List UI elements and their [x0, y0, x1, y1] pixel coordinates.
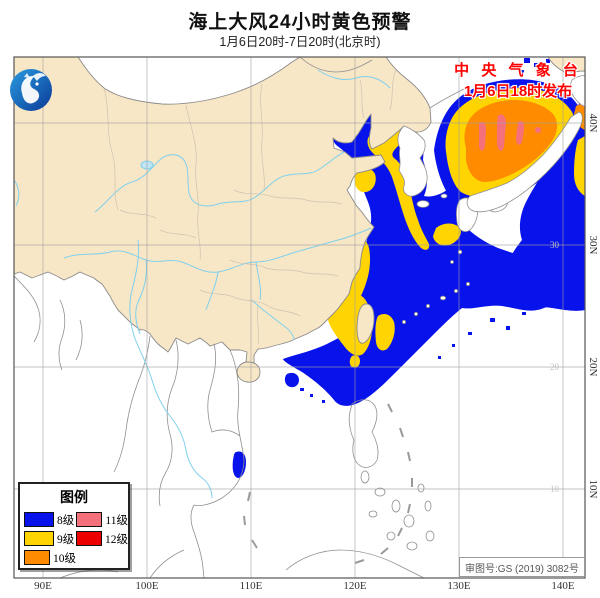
lon-label-90e: 90E	[34, 580, 52, 592]
legend-title: 图例	[60, 491, 88, 506]
legend-swatch-12	[76, 531, 102, 546]
lon-label-130e: 130E	[447, 580, 471, 592]
lat-label-10n: 10N	[587, 479, 599, 499]
korea-peninsula	[397, 125, 428, 197]
svg-text:20: 20	[550, 362, 560, 372]
legend-swatch-11	[76, 512, 103, 527]
province-boundaries	[103, 69, 397, 345]
svg-text:10: 10	[550, 484, 560, 494]
legend-label-9: 9级	[57, 533, 75, 546]
legend-swatch-9	[24, 531, 54, 546]
legend-swatch-10	[24, 550, 50, 565]
legend: 图例 8级 9级 10级 11级 12级	[18, 482, 130, 570]
legend-item-8: 8级	[24, 510, 76, 529]
map-license-number: 审图号:GS (2019) 3082号	[459, 557, 585, 577]
legend-item-12: 12级	[76, 529, 128, 548]
japan-honshu	[466, 111, 583, 213]
svg-text:30: 30	[550, 240, 560, 250]
nine-dash-line	[243, 403, 413, 564]
page-subtitle: 1月6日20时-7日20时(北京时)	[219, 35, 381, 49]
legend-item-9: 9级	[24, 529, 76, 548]
legend-rows: 8级 9级 10级 11级 12级	[24, 510, 128, 567]
lon-label-120e: 120E	[343, 580, 367, 592]
wind-area-level11-pink	[479, 114, 541, 151]
page-title: 海上大风24小时黄色预警	[188, 12, 412, 33]
cma-dragon-logo	[10, 69, 52, 111]
map-frame	[13, 56, 586, 579]
legend-swatch-8	[24, 512, 54, 527]
foreign-coastlines	[14, 57, 467, 578]
lon-label-110e: 110E	[239, 580, 263, 592]
agency-issue-time: 1月6日18时发布	[463, 83, 573, 100]
lon-label-140e: 140E	[551, 580, 575, 592]
japan-hokkaido	[570, 75, 585, 108]
legend-label-10: 10级	[53, 552, 76, 565]
inline-grid-labels: 30 20 10	[550, 240, 560, 494]
legend-item-11: 11级	[76, 510, 128, 529]
china-landmass	[14, 57, 585, 383]
foreign-landmass	[397, 68, 585, 324]
legend-item-10: 10级	[24, 548, 76, 567]
tsushima-island	[440, 193, 448, 199]
lat-label-40n: 40N	[587, 113, 599, 133]
lon-label-100e: 100E	[135, 580, 159, 592]
agency-stamp: 中 央 气 象 台 1月6日18时发布	[440, 59, 596, 101]
jeju-island	[416, 200, 430, 208]
lat-label-20n: 20N	[587, 357, 599, 377]
agency-name: 中 央 气 象 台	[454, 62, 582, 79]
legend-label-11: 11级	[105, 514, 128, 527]
legend-label-12: 12级	[105, 533, 128, 546]
legend-label-8: 8级	[57, 514, 75, 527]
lat-label-30n: 30N	[587, 235, 599, 255]
rivers	[14, 69, 391, 499]
